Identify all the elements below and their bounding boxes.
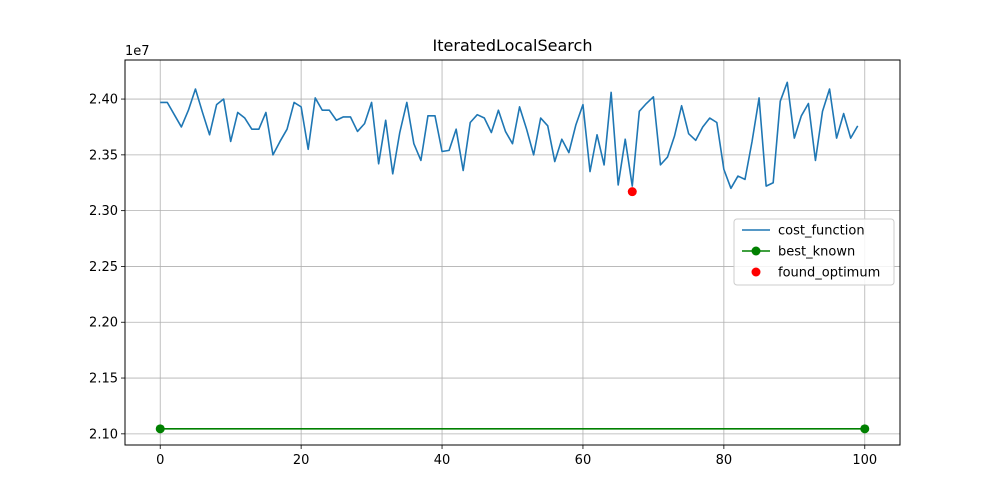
- data-point-found_optimum: [627, 187, 637, 197]
- y-offset-label: 1e7: [125, 44, 150, 59]
- legend-label: best_known: [778, 245, 855, 260]
- y-tick-label: 2.25: [89, 260, 118, 275]
- y-tick-label: 2.15: [89, 372, 118, 387]
- x-tick-label: 60: [575, 453, 592, 468]
- y-tick-label: 2.10: [89, 427, 118, 442]
- y-tick-label: 2.40: [89, 93, 118, 108]
- axes: 0 20 40 60 80 100 2.10 2.15 2.20 2.25 2.30 2.35 2.40: [89, 93, 877, 468]
- y-tick-label: 2.30: [89, 204, 118, 219]
- data-point-best_known: [860, 424, 870, 434]
- legend: cost_function best_known found_optimum: [733, 218, 895, 286]
- x-tick-label: 80: [716, 453, 733, 468]
- x-tick-label: 100: [852, 453, 877, 468]
- x-tick-label: 20: [293, 453, 310, 468]
- data-point-best_known: [155, 424, 165, 434]
- legend-swatch-marker: [751, 267, 761, 277]
- y-tick-label: 2.35: [89, 148, 118, 163]
- y-tick-label: 2.20: [89, 316, 118, 331]
- plot-frame: [124, 59, 901, 446]
- legend-box: [733, 218, 895, 286]
- series-line-cost_function: [160, 81, 859, 190]
- x-tick-label: 40: [434, 453, 451, 468]
- plot-series: [155, 81, 870, 434]
- chart-title: IteratedLocalSearch: [433, 36, 593, 55]
- legend-swatch-marker: [751, 246, 761, 256]
- legend-label: found_optimum: [778, 266, 880, 281]
- legend-label: cost_function: [778, 224, 865, 239]
- x-tick-label: 0: [156, 453, 164, 468]
